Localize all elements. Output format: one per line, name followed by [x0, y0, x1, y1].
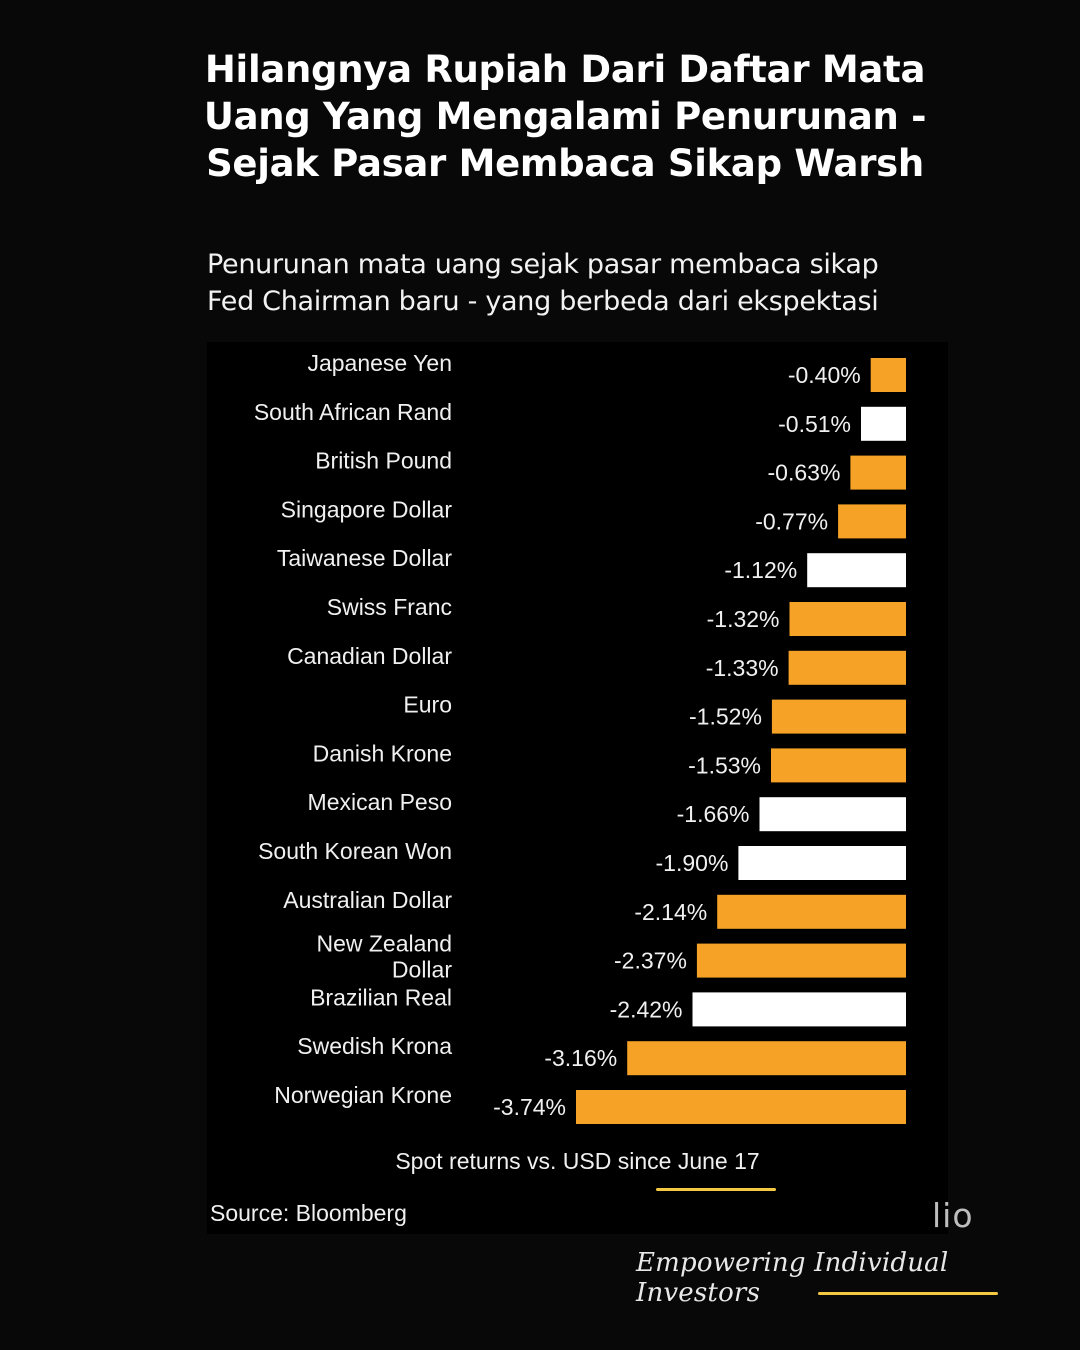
- bar: [759, 797, 906, 832]
- value-label: -1.12%: [724, 557, 797, 583]
- category-label: Japanese Yen: [307, 350, 452, 376]
- category-label: Australian Dollar: [283, 887, 452, 913]
- tagline-underline: [818, 1292, 998, 1295]
- bar: [850, 455, 906, 490]
- bar: [838, 504, 906, 539]
- chart-subtitle: Penurunan mata uang sejak pasar membaca …: [207, 246, 967, 320]
- category-label: Canadian Dollar: [287, 643, 452, 669]
- value-label: -2.42%: [610, 996, 683, 1022]
- bar: [771, 748, 906, 783]
- bar: [789, 602, 906, 636]
- bar: [738, 846, 906, 880]
- value-label: -1.32%: [707, 606, 780, 632]
- subtitle-line: Fed Chairman baru - yang berbeda dari ek…: [207, 286, 879, 317]
- chart-caption: Spot returns vs. USD since June 17: [395, 1148, 760, 1174]
- bar: [717, 894, 906, 929]
- bar: [771, 699, 906, 734]
- brand-tagline: Empowering Individual Investors: [636, 1248, 949, 1308]
- category-label: Taiwanese Dollar: [277, 545, 452, 571]
- page-title: Hilangnya Rupiah Dari Daftar Mata Uang Y…: [150, 46, 980, 187]
- subtitle-line: Penurunan mata uang sejak pasar membaca …: [207, 249, 879, 280]
- category-label: South African Rand: [254, 399, 452, 425]
- category-label: Norwegian Krone: [274, 1082, 452, 1108]
- title-line: Hilangnya Rupiah Dari Daftar Mata: [204, 48, 926, 91]
- value-label: -3.16%: [544, 1045, 617, 1071]
- bar: [692, 992, 906, 1027]
- value-label: -1.53%: [688, 752, 761, 778]
- title-line: Sejak Pasar Membaca Sikap Warsh: [206, 142, 924, 185]
- value-label: -2.37%: [614, 948, 687, 974]
- brand-logo-partial: lio: [932, 1196, 974, 1235]
- category-label: New Zealand Dollar: [316, 931, 452, 983]
- bar: [576, 1090, 906, 1124]
- bar: [861, 406, 906, 441]
- category-label: Danish Krone: [313, 740, 452, 766]
- category-label: Swedish Krona: [297, 1033, 452, 1059]
- value-label: -0.40%: [788, 362, 861, 388]
- bar: [870, 358, 906, 392]
- bar-chart: -0.40% Japanese Yen -0.51% South African Ra…: [254, 350, 906, 1124]
- value-label: -2.14%: [634, 899, 707, 925]
- chart-panel: -0.40% Japanese Yen -0.51% South African Ra…: [207, 342, 948, 1234]
- bar: [627, 1041, 906, 1076]
- value-label: -1.52%: [689, 704, 762, 730]
- value-label: -0.77%: [755, 508, 828, 534]
- category-label: British Pound: [315, 448, 452, 474]
- bar: [696, 943, 906, 978]
- title-line: Uang Yang Mengalami Penurunan -: [203, 95, 927, 138]
- bar: [788, 650, 906, 685]
- category-label: South Korean Won: [258, 838, 452, 864]
- category-label: Euro: [403, 692, 452, 718]
- value-label: -1.66%: [677, 801, 750, 827]
- value-label: -1.90%: [656, 850, 729, 876]
- value-label: -0.51%: [778, 411, 851, 437]
- source-note: Source: Bloomberg: [210, 1200, 407, 1226]
- value-label: -1.33%: [706, 655, 779, 681]
- value-label: -3.74%: [493, 1094, 566, 1120]
- category-label: Swiss Franc: [327, 594, 452, 620]
- category-label: Brazilian Real: [310, 984, 452, 1010]
- value-label: -0.63%: [768, 460, 841, 486]
- bar: [807, 553, 906, 588]
- category-label: Singapore Dollar: [281, 496, 453, 522]
- category-label: Mexican Peso: [308, 789, 452, 815]
- caption-underline: [656, 1188, 776, 1191]
